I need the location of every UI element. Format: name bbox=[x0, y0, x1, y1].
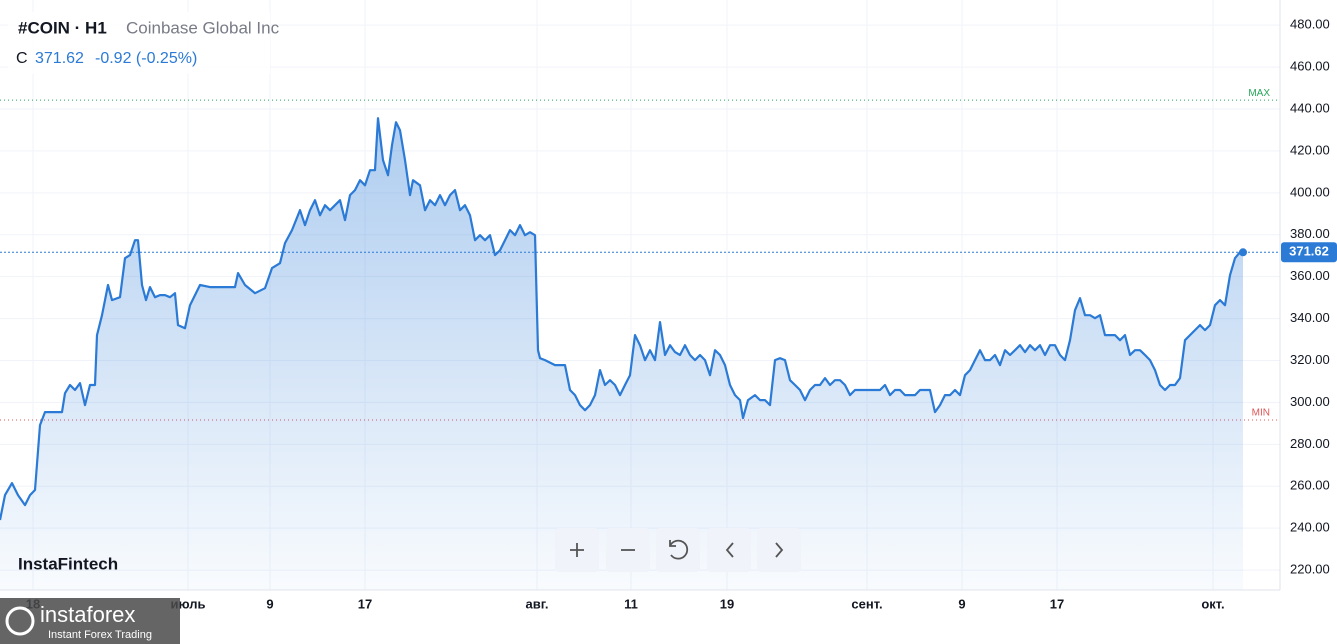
x-tick-label: 19 bbox=[720, 596, 734, 611]
reference-label: MIN bbox=[1252, 408, 1270, 419]
y-tick-label: 280.00 bbox=[1290, 436, 1330, 451]
x-tick-label: 11 bbox=[624, 596, 638, 611]
watermark: InstaFintech bbox=[18, 554, 118, 573]
y-tick-label: 260.00 bbox=[1290, 478, 1330, 493]
y-tick-label: 420.00 bbox=[1290, 142, 1330, 157]
zoom-in-button[interactable] bbox=[555, 528, 599, 572]
header-bg bbox=[8, 12, 270, 74]
scroll-left-button[interactable] bbox=[707, 528, 751, 572]
line bbox=[0, 117, 1244, 521]
price-change: -0.92 (-0.25%) bbox=[95, 50, 197, 67]
y-tick-label: 460.00 bbox=[1290, 59, 1330, 74]
y-tick-label: 480.00 bbox=[1290, 17, 1330, 32]
logo: instaforex Instant Forex Trading bbox=[0, 598, 180, 644]
area bbox=[0, 118, 1243, 590]
y-tick-label: 360.00 bbox=[1290, 268, 1330, 283]
y-tick-label: 220.00 bbox=[1290, 562, 1330, 577]
x-tick-label: 9 bbox=[958, 596, 965, 611]
x-tick-label: авг. bbox=[526, 596, 549, 611]
scroll-right-button[interactable] bbox=[757, 528, 801, 572]
ohlc-label: C bbox=[16, 50, 28, 67]
last-price: 371.62 bbox=[35, 50, 84, 67]
reset-button[interactable] bbox=[656, 528, 700, 572]
logo-bg bbox=[0, 598, 180, 644]
y-tick-label: 240.00 bbox=[1290, 520, 1330, 535]
x-tick-label: окт. bbox=[1201, 596, 1224, 611]
symbol: #COIN · H1 bbox=[18, 18, 107, 37]
y-tick-label: 440.00 bbox=[1290, 100, 1330, 115]
x-tick-label: 17 bbox=[358, 596, 372, 611]
reference-label: MAX bbox=[1248, 88, 1270, 99]
x-tick-label: 17 bbox=[1050, 596, 1064, 611]
logo-icon bbox=[5, 606, 35, 636]
instrument-title: Coinbase Global Inc bbox=[126, 18, 280, 37]
price-badge bbox=[1281, 242, 1337, 263]
x-tick-label: 9 bbox=[266, 596, 273, 611]
price-badge-label: 371.62 bbox=[1289, 244, 1329, 259]
y-tick-label: 380.00 bbox=[1290, 226, 1330, 241]
last-point bbox=[1239, 248, 1247, 257]
y-tick-label: 320.00 bbox=[1290, 352, 1330, 367]
nav-buttons bbox=[555, 528, 801, 572]
header: #COIN · H1 Coinbase Global Inc C 371.62 … bbox=[8, 12, 280, 74]
logo-text: instaforex bbox=[40, 602, 135, 627]
logo-tagline: Instant Forex Trading bbox=[48, 629, 152, 641]
y-tick-label: 300.00 bbox=[1290, 394, 1330, 409]
y-tick-label: 340.00 bbox=[1290, 310, 1330, 325]
zoom-out-button[interactable] bbox=[606, 528, 650, 572]
x-tick-label: сент. bbox=[851, 596, 882, 611]
y-tick-label: 400.00 bbox=[1290, 184, 1330, 199]
